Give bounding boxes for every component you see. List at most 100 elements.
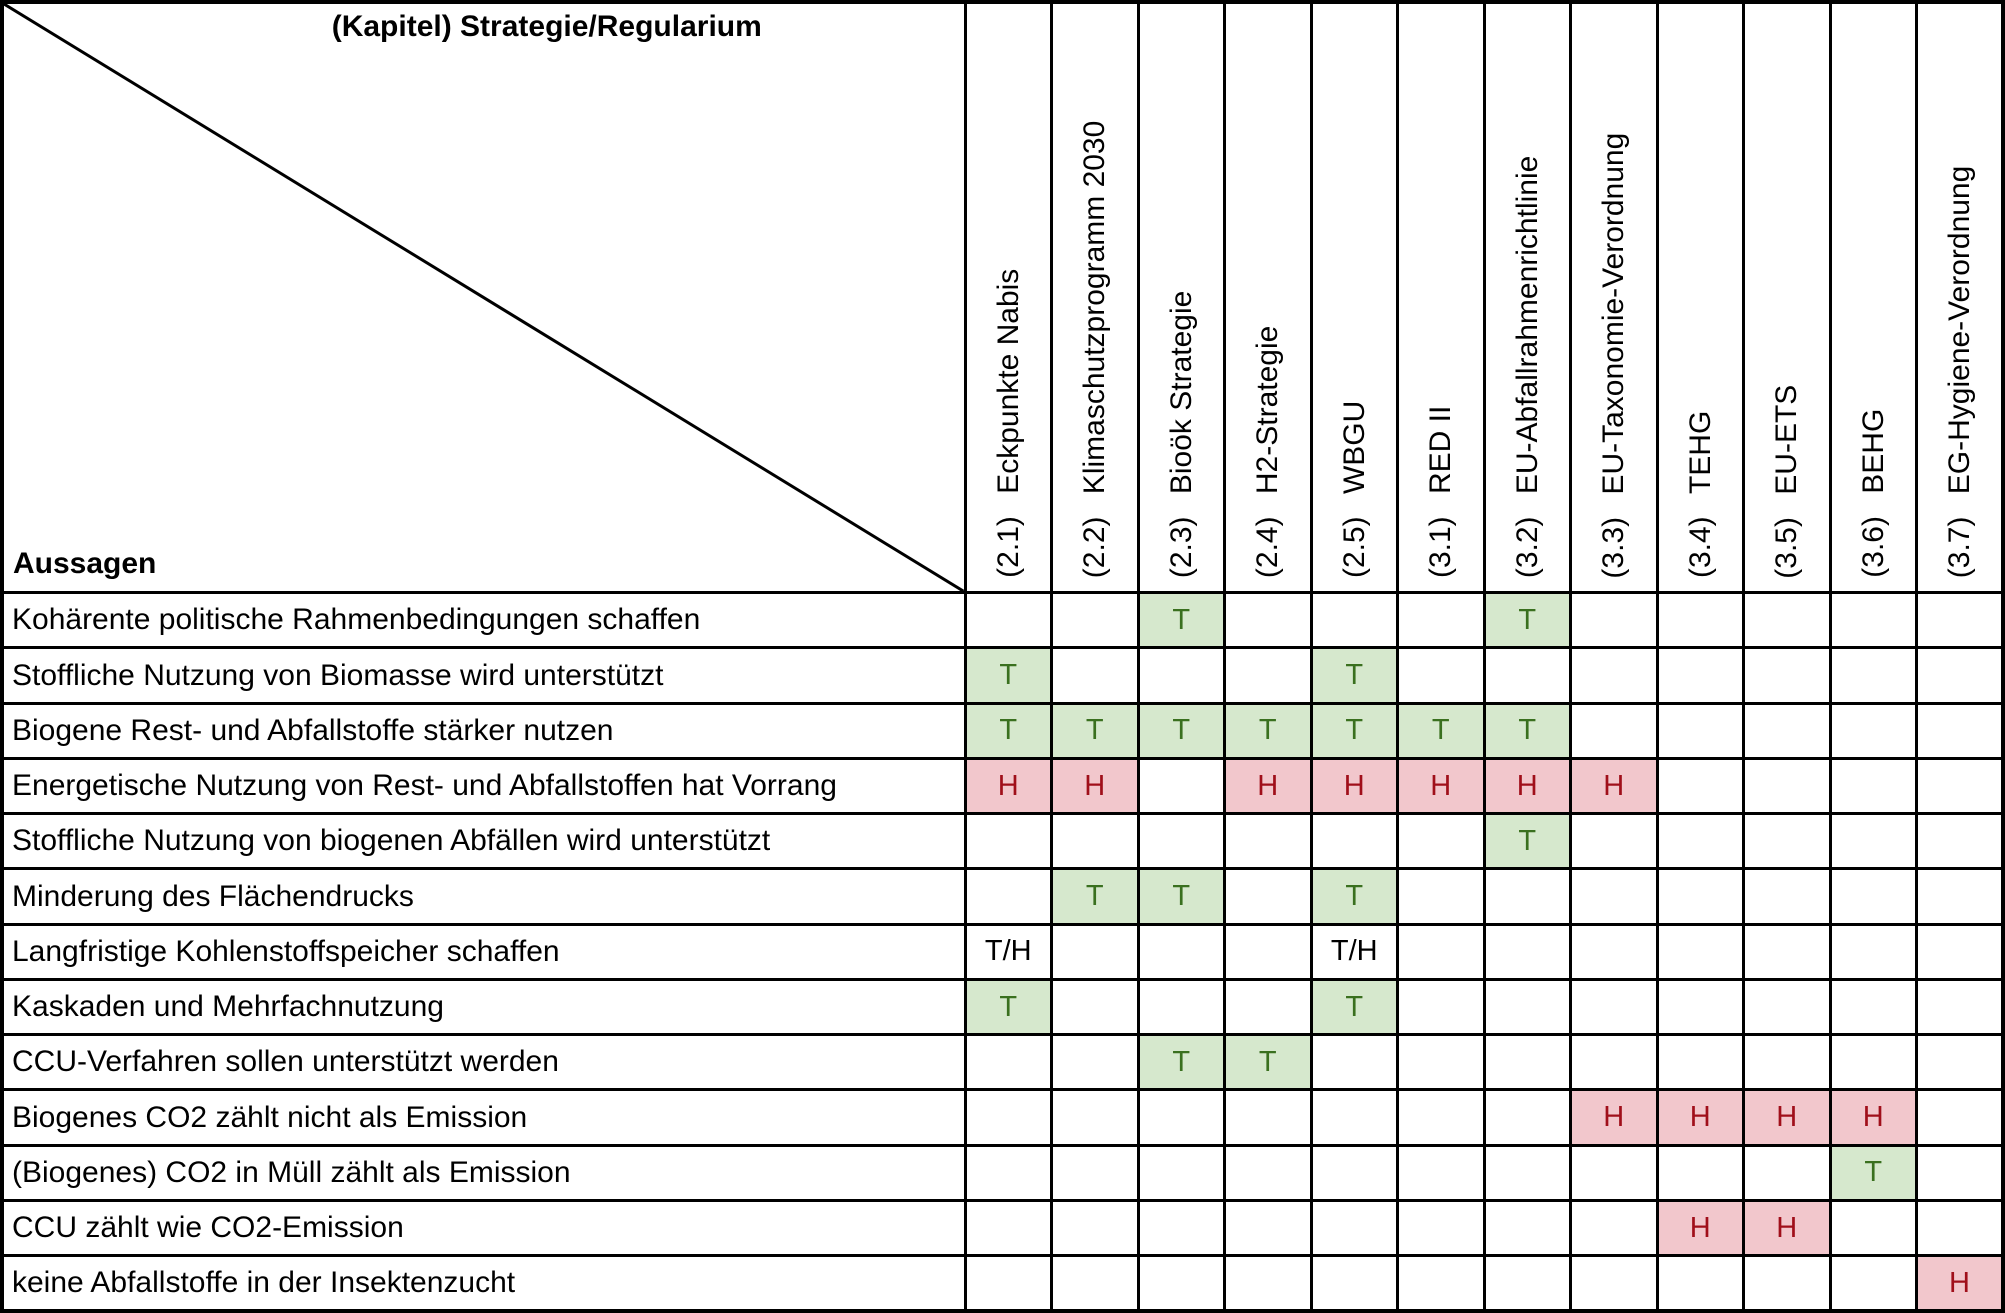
column-header-6: (3.1) RED II — [1396, 0, 1486, 595]
matrix-cell — [1915, 756, 2005, 816]
column-header-12: (3.7) EG-Hygiene-Verordnung — [1915, 0, 2005, 595]
matrix-cell — [1742, 922, 1832, 981]
matrix-cell — [1569, 1033, 1659, 1092]
column-header-1: (2.1) Eckpunkte Nabis — [963, 0, 1053, 595]
matrix-cell — [1136, 756, 1226, 816]
matrix-cell: T — [1136, 591, 1226, 650]
column-name: Bioök Strategie — [1164, 291, 1198, 495]
matrix-cell — [1828, 1254, 1918, 1313]
matrix-cell — [1915, 867, 2005, 926]
column-chapter-code: (2.3) — [1164, 516, 1198, 579]
column-header-label: (3.6) BEHG — [1856, 409, 1890, 579]
matrix-cell — [1569, 1254, 1659, 1313]
statement-row: Kohärente politische Rahmenbedingungen s… — [0, 591, 2005, 650]
column-header-label: (3.5) EU-ETS — [1770, 384, 1803, 579]
matrix-cell — [1223, 1143, 1313, 1202]
matrix-cell: H — [1482, 756, 1572, 816]
statement-row: Biogene Rest- und Abfallstoffe stärker n… — [0, 701, 2005, 760]
matrix-cell — [963, 867, 1053, 926]
matrix-cell — [1828, 1198, 1918, 1258]
corner-cell: (Kapitel) Strategie/Regularium Aussagen — [0, 0, 967, 595]
matrix-cell — [1050, 977, 1140, 1037]
column-chapter-code: (3.7) — [1942, 516, 1976, 579]
matrix-cell — [1482, 1033, 1572, 1092]
column-chapter-code: (3.3) — [1597, 516, 1630, 579]
matrix-cell: T — [1136, 701, 1226, 760]
statement-label: Stoffliche Nutzung von Biomasse wird unt… — [0, 646, 967, 705]
matrix-cell — [1742, 646, 1832, 705]
matrix-cell — [1396, 922, 1486, 981]
matrix-cell — [1655, 701, 1745, 760]
matrix-cell — [1569, 1198, 1659, 1258]
matrix-cell — [1742, 1033, 1832, 1092]
matrix-cell — [1136, 812, 1226, 871]
matrix-cell — [1655, 1143, 1745, 1202]
matrix-cell — [963, 812, 1053, 871]
column-axis-title: (Kapitel) Strategie/Regularium — [331, 10, 762, 43]
matrix-cell — [1828, 701, 1918, 760]
column-header-label: (2.3) Bioök Strategie — [1164, 291, 1198, 579]
matrix-cell: H — [1396, 756, 1486, 816]
matrix-cell — [1136, 646, 1226, 705]
column-chapter-code: (2.2) — [1078, 516, 1111, 579]
matrix-cell: T — [1050, 867, 1140, 926]
matrix-cell — [1915, 1033, 2005, 1092]
column-name: EU-ETS — [1770, 384, 1803, 495]
matrix-cell — [1915, 812, 2005, 871]
column-header-label: (2.1) Eckpunkte Nabis — [991, 269, 1025, 579]
matrix-cell: T — [1136, 867, 1226, 926]
statement-label: keine Abfallstoffe in der Insektenzucht — [0, 1254, 967, 1313]
matrix-cell — [1655, 591, 1745, 650]
matrix-cell — [1915, 1143, 2005, 1202]
matrix-cell — [1396, 812, 1486, 871]
matrix-cell: H — [1742, 1088, 1832, 1147]
column-header-3: (2.3) Bioök Strategie — [1136, 0, 1226, 595]
matrix-cell: H — [1569, 756, 1659, 816]
column-chapter-code: (3.6) — [1856, 516, 1890, 579]
matrix-cell — [1655, 756, 1745, 816]
matrix-cell: H — [1915, 1254, 2005, 1313]
matrix-cell — [1828, 646, 1918, 705]
matrix-cell — [1050, 591, 1140, 650]
matrix-cell — [1828, 756, 1918, 816]
matrix-cell — [1828, 591, 1918, 650]
matrix-cell — [1655, 646, 1745, 705]
column-chapter-code: (3.5) — [1770, 516, 1803, 579]
column-chapter-code: (2.1) — [991, 516, 1025, 579]
matrix-cell: T — [963, 646, 1053, 705]
column-header-label: (2.2) Klimaschutzprogramm 2030 — [1078, 121, 1111, 579]
matrix-cell — [1050, 1198, 1140, 1258]
column-header-label: (2.4) H2-Strategie — [1251, 326, 1284, 578]
matrix-cell — [1915, 1088, 2005, 1147]
matrix-cell — [1396, 591, 1486, 650]
column-name: Eckpunkte Nabis — [991, 269, 1025, 495]
matrix-cell — [1223, 922, 1313, 981]
matrix-cell: T — [1309, 646, 1399, 705]
matrix-cell: H — [1223, 756, 1313, 816]
statement-row: Minderung des Flächendrucks T T T — [0, 867, 2005, 926]
matrix-cell: H — [1309, 756, 1399, 816]
column-chapter-code: (3.2) — [1510, 516, 1544, 579]
matrix-cell: T — [1050, 701, 1140, 760]
column-chapter-code: (3.1) — [1424, 516, 1457, 579]
matrix-cell — [1050, 922, 1140, 981]
matrix-cell: T — [1309, 867, 1399, 926]
matrix-cell: T/H — [1309, 922, 1399, 981]
matrix-cell — [1915, 591, 2005, 650]
matrix-cell — [1050, 646, 1140, 705]
column-header-7: (3.2) EU-Abfallrahmenrichtlinie — [1482, 0, 1572, 595]
column-header-2: (2.2) Klimaschutzprogramm 2030 — [1050, 0, 1140, 595]
matrix-cell: T — [1136, 1033, 1226, 1092]
matrix-cell — [1396, 1143, 1486, 1202]
matrix-cell — [1309, 591, 1399, 650]
matrix-cell — [1396, 1254, 1486, 1313]
column-name: EG-Hygiene-Verordnung — [1942, 165, 1976, 495]
matrix-cell — [1309, 812, 1399, 871]
matrix-cell — [1223, 591, 1313, 650]
matrix-cell — [1655, 1033, 1745, 1092]
matrix-cell — [1136, 1143, 1226, 1202]
column-name: RED II — [1424, 406, 1457, 495]
matrix-cell — [1223, 977, 1313, 1037]
column-header-label: (3.3) EU-Taxonomie-Verordnung — [1597, 133, 1630, 579]
column-header-8: (3.3) EU-Taxonomie-Verordnung — [1569, 0, 1659, 595]
